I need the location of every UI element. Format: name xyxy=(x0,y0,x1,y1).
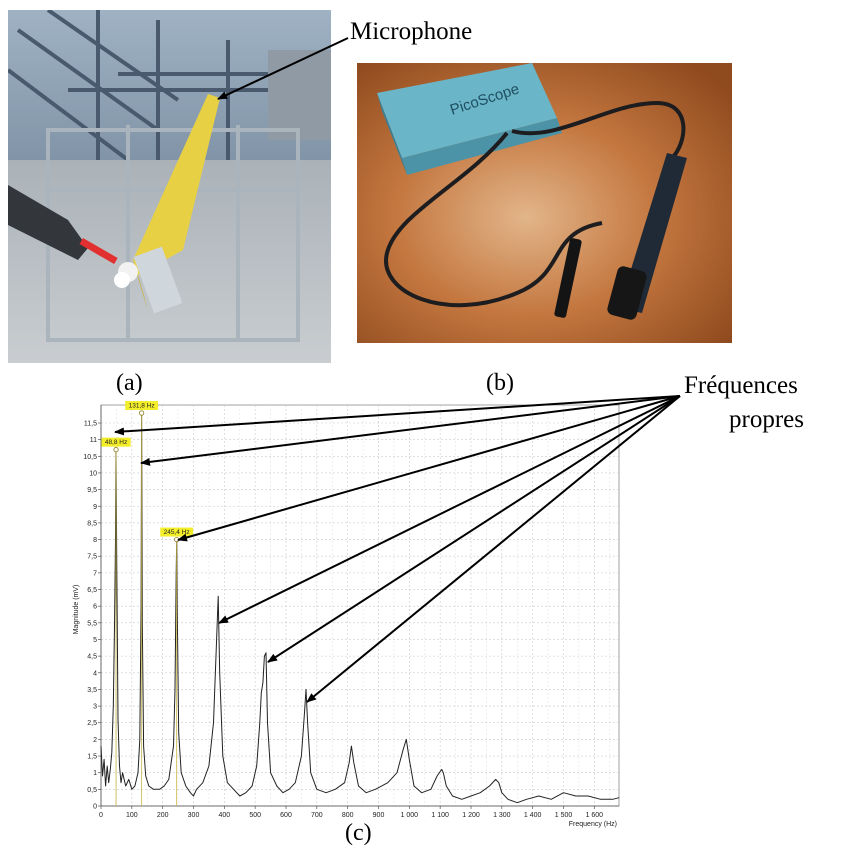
plot-area xyxy=(100,404,620,807)
x-tick-label: 100 xyxy=(126,812,138,819)
x-tick-label: 700 xyxy=(311,812,323,819)
x-tick-label: 500 xyxy=(249,812,261,819)
y-tick-label: 10 xyxy=(89,470,97,477)
microphone-label: Microphone xyxy=(350,18,473,45)
x-tick-label: 1 600 xyxy=(586,812,604,819)
x-tick-label: 1 300 xyxy=(493,812,511,819)
natural-frequencies-label-line1: Fréquences xyxy=(684,372,798,399)
y-tick-label: 4,5 xyxy=(87,654,97,661)
y-axis-title: Magnitude (mV) xyxy=(73,585,80,635)
subfigure-label-a: (a) xyxy=(116,370,143,396)
peak-point xyxy=(113,447,119,453)
y-tick-label: 1,5 xyxy=(87,754,97,761)
x-axis-title: Frequency (Hz) xyxy=(569,821,617,828)
x-tick-label: 900 xyxy=(373,812,385,819)
photo-picoscope-microphone: PicoScope xyxy=(357,63,732,343)
series xyxy=(100,412,620,804)
subfigure-label-b: (b) xyxy=(486,370,514,396)
x-tick-label: 1 400 xyxy=(524,812,542,819)
y-tick-label: 5 xyxy=(93,637,97,644)
x-tick-label: 300 xyxy=(188,812,200,819)
natural-frequencies-label-line2: propres xyxy=(729,406,804,433)
peak-point xyxy=(139,410,145,416)
y-tick-label: 6 xyxy=(93,604,97,611)
peak-point xyxy=(174,536,180,543)
y-tick-label: 1 xyxy=(93,770,97,777)
axes: 0 100 200 300 400 500 600 700 800 900 1 000 1 100 1 … xyxy=(73,405,619,828)
y-tick-label: 10,5 xyxy=(83,454,97,461)
y-tick-label: 2 xyxy=(93,737,97,744)
x-tick-label: 1 000 xyxy=(401,812,419,819)
y-tick-label: 7,5 xyxy=(87,554,97,561)
x-tick-label: 600 xyxy=(280,812,292,819)
peak-label-box xyxy=(101,437,131,447)
x-tick-label: 1 200 xyxy=(462,812,480,819)
y-tick-label: 9,5 xyxy=(87,487,97,494)
y-tick-label: 8,5 xyxy=(87,520,97,527)
peak-label: 245,4 Hz xyxy=(164,529,190,536)
y-tick-label: 6,5 xyxy=(87,587,97,594)
y-tick-label: 7 xyxy=(93,570,97,577)
y-tick-label: 11,5 xyxy=(84,420,97,427)
y-tick-label: 0,5 xyxy=(87,787,97,794)
y-tick-label: 9 xyxy=(93,504,97,511)
peak-label: 131,8 Hz xyxy=(129,403,155,410)
y-tick-label: 2,5 xyxy=(87,720,97,727)
peak-label: 48,8 Hz xyxy=(105,439,127,446)
y-tick-label: 4 xyxy=(93,670,97,677)
y-tick-label: 3 xyxy=(93,704,97,711)
x-tick-label: 1 100 xyxy=(431,812,449,819)
x-tick-label: 400 xyxy=(218,812,230,819)
x-tick-label: 800 xyxy=(342,812,354,819)
y-tick-label: 3,5 xyxy=(87,687,97,694)
series-line xyxy=(100,412,620,804)
x-tick-label: 0 xyxy=(99,812,103,819)
y-tick-label: 8 xyxy=(93,537,97,544)
subfigure-label-c: (c) xyxy=(345,820,372,846)
peak-label-box xyxy=(160,527,194,537)
x-tick-label: 200 xyxy=(157,812,169,819)
y-tick-label: 0 xyxy=(93,804,97,811)
photo-picoscope-drawing: PicoScope xyxy=(357,63,732,343)
y-tick-label: 5,5 xyxy=(87,620,97,627)
x-tick-label: 1 500 xyxy=(555,812,573,819)
y-tick-label: 11 xyxy=(90,437,97,444)
